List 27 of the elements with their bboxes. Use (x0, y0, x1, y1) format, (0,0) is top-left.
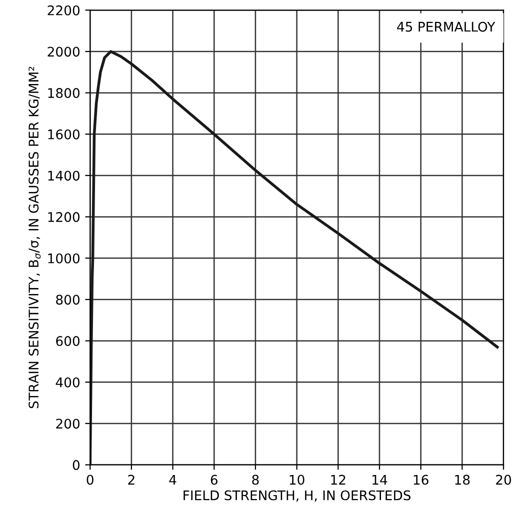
x-tick-label: 10 (290, 474, 304, 485)
x-tick-label: 12 (331, 474, 346, 485)
x-tick-label: 16 (414, 474, 428, 485)
y-axis-title: STRAIN SENSITIVITY, B$_{σ}$/σ, IN GAUSSES PER KG/MM² (28, 66, 41, 408)
y-tick-label: 2200 (48, 5, 80, 16)
x-tick-label: 6 (210, 474, 218, 485)
annotation: 45 PERMALLOY (397, 22, 496, 32)
line-series (90, 50, 499, 465)
y-tick-label: 200 (56, 418, 80, 429)
y-tick-label: 1400 (48, 170, 80, 181)
x-tick-label: 14 (372, 474, 388, 485)
y-tick-label: 600 (56, 336, 80, 346)
x-tick-label: 18 (455, 474, 470, 485)
x-tick-label: 4 (169, 474, 176, 485)
x-axis-title: FIELD STRENGTH, H, IN OERSTEDS (184, 490, 411, 502)
y-tick-label: 0 (72, 460, 80, 470)
x-tick-label: 2 (128, 474, 134, 485)
x-tick-label: 20 (496, 474, 512, 485)
y-tick-label: 1200 (48, 212, 80, 222)
y-tick-label: 1600 (48, 129, 80, 140)
y-tick-label: 1000 (48, 253, 80, 264)
x-tick-label: 0 (86, 474, 94, 485)
y-tick-label: 1800 (48, 88, 80, 98)
y-tick-label: 800 (56, 294, 80, 305)
y-tick-label: 2000 (48, 46, 80, 57)
y-tick-label: 400 (56, 377, 80, 388)
x-tick-label: 8 (252, 474, 259, 485)
